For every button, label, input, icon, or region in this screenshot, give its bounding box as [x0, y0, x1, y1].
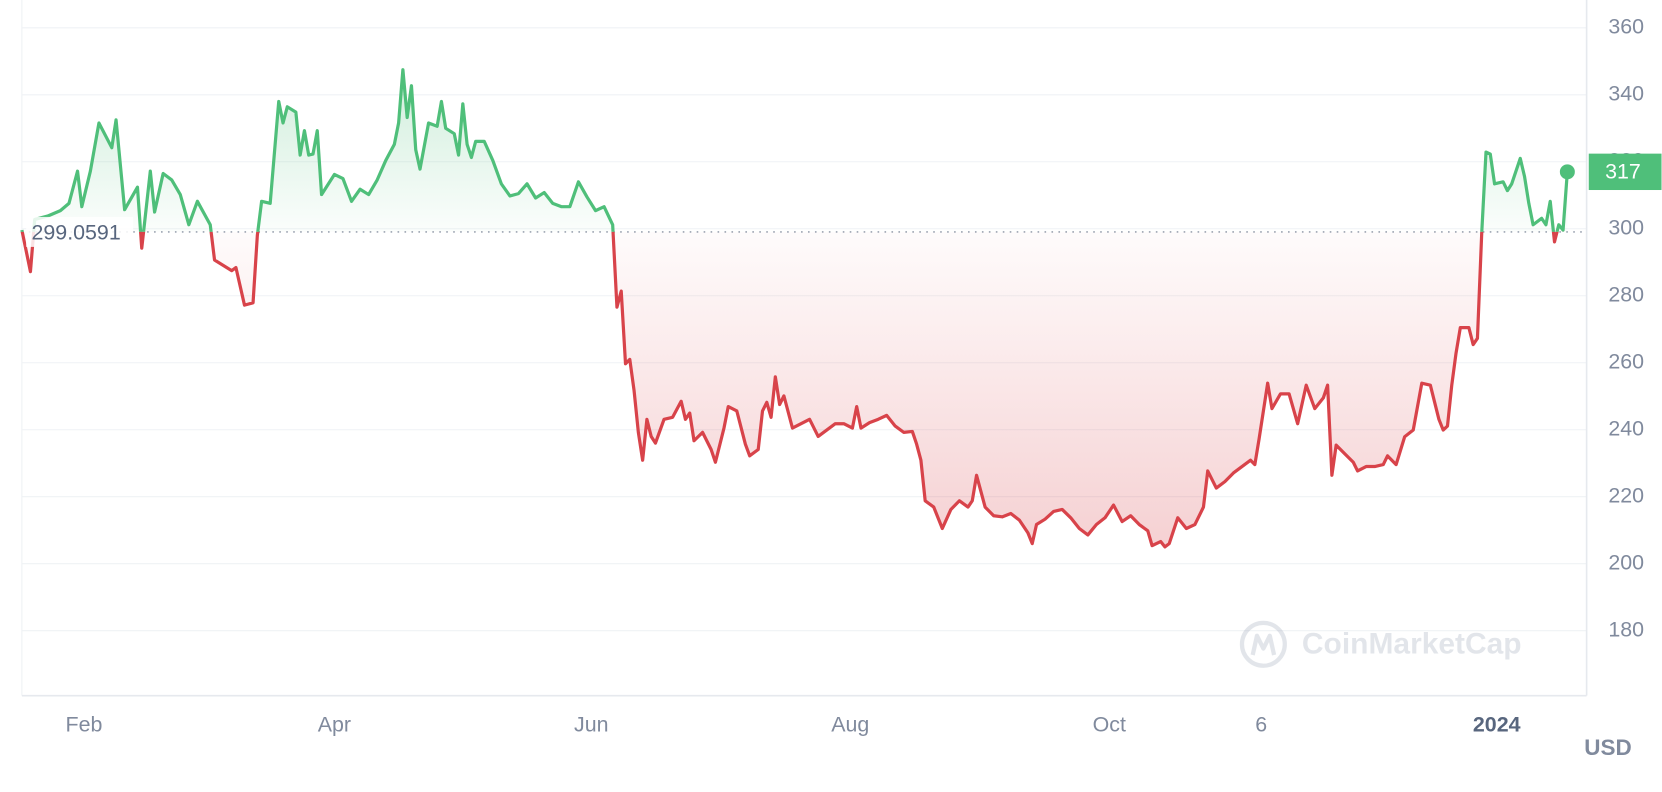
last-point — [1559, 164, 1575, 180]
area-below — [22, 231, 1557, 547]
y-tick-label: 220 — [1608, 483, 1644, 507]
x-tick-label: Apr — [318, 712, 351, 736]
x-tick-label: Aug — [831, 712, 869, 736]
x-tick-label: Oct — [1093, 712, 1126, 736]
watermark: CoinMarketCap — [1239, 620, 1522, 668]
y-tick-label: 360 — [1608, 14, 1644, 38]
baseline-label: 299.0591 — [32, 221, 121, 245]
watermark-text: CoinMarketCap — [1302, 627, 1522, 660]
price-line-above — [20, 68, 1569, 232]
y-tick-label: 260 — [1608, 349, 1644, 373]
y-tick-label: 240 — [1608, 416, 1644, 440]
baseline-label-bg — [26, 216, 134, 247]
price-line-below — [20, 231, 1559, 549]
x-tick-label: 2024 — [1473, 712, 1521, 736]
y-tick-label: 180 — [1608, 617, 1644, 641]
y-tick-label: 280 — [1608, 282, 1644, 306]
x-tick-label: Jun — [574, 712, 609, 736]
y-tick-label: 340 — [1608, 81, 1644, 105]
x-tick-label: Feb — [66, 712, 103, 736]
axis-unit: USD — [1584, 735, 1631, 760]
price-badge-label: 317 — [1605, 160, 1641, 184]
x-tick-label: 6 — [1255, 712, 1267, 736]
price-badge — [1588, 153, 1662, 191]
y-tick-label: 200 — [1608, 550, 1644, 574]
y-tick-label: 300 — [1608, 215, 1644, 239]
